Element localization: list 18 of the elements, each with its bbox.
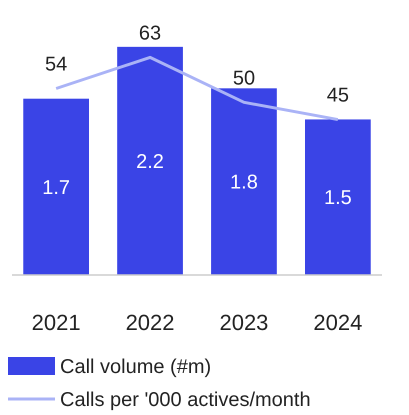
x-tick-label: 2024 <box>313 310 362 335</box>
x-tick-label: 2021 <box>32 310 81 335</box>
bar <box>211 88 277 275</box>
bar <box>304 119 371 275</box>
x-tick-label: 2022 <box>126 310 175 335</box>
data-label: 1.7 <box>42 176 70 199</box>
x-tick-label: 2023 <box>219 310 268 335</box>
data-label: 50 <box>232 67 256 90</box>
data-label: 2.2 <box>136 150 164 173</box>
legend-label: Call volume (#m) <box>60 356 212 378</box>
data-label: 1.8 <box>230 172 258 194</box>
data-label: 54 <box>45 53 68 76</box>
bar <box>23 98 90 275</box>
data-label: 1.5 <box>324 187 352 210</box>
data-label: 45 <box>326 84 349 107</box>
legend-label: Calls per '000 actives/month <box>60 389 311 411</box>
bar <box>117 46 183 275</box>
data-label: 63 <box>138 22 162 44</box>
